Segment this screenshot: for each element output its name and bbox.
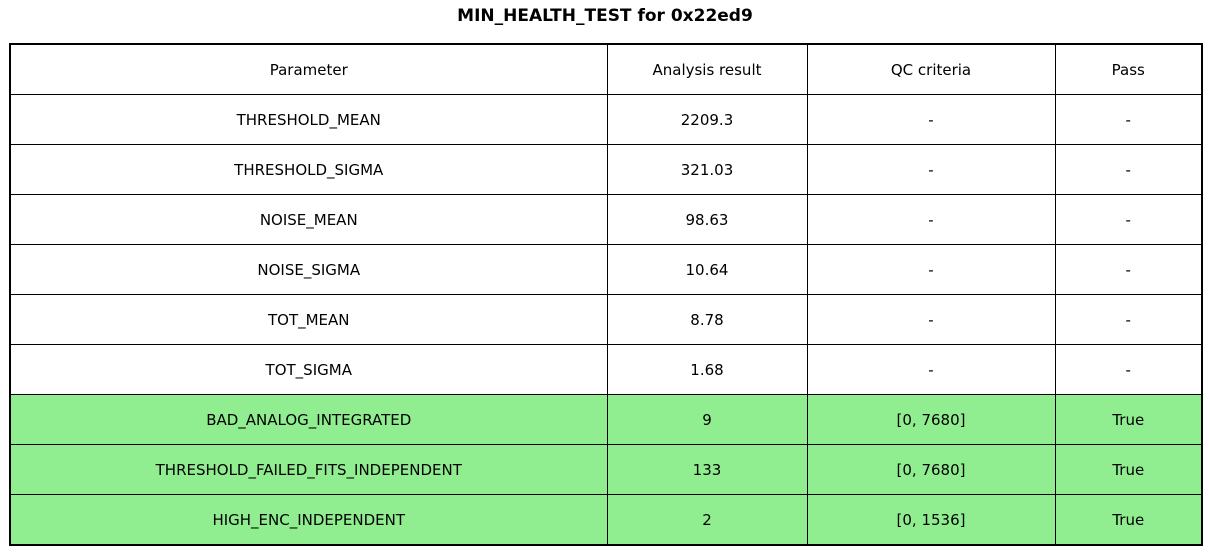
cell-pass: -	[1054, 344, 1203, 395]
cell-qc: -	[806, 94, 1056, 145]
cell-parameter: TOT_MEAN	[9, 294, 608, 345]
cell-result: 10.64	[606, 244, 808, 295]
cell-parameter: TOT_SIGMA	[9, 344, 608, 395]
cell-pass: -	[1054, 194, 1203, 245]
cell-parameter: HIGH_ENC_INDEPENDENT	[9, 494, 608, 546]
cell-qc: [0, 7680]	[806, 444, 1056, 495]
cell-pass: -	[1054, 94, 1203, 145]
cell-result: 98.63	[606, 194, 808, 245]
cell-pass: True	[1054, 494, 1203, 546]
table-row: THRESHOLD_MEAN 2209.3 - -	[9, 94, 1203, 145]
cell-qc: [0, 7680]	[806, 394, 1056, 445]
cell-parameter: THRESHOLD_FAILED_FITS_INDEPENDENT	[9, 444, 608, 495]
cell-result: 321.03	[606, 144, 808, 195]
qc-results-table: Parameter Analysis result QC criteria Pa…	[9, 43, 1203, 546]
cell-pass: True	[1054, 394, 1203, 445]
cell-pass: -	[1054, 144, 1203, 195]
cell-result: 1.68	[606, 344, 808, 395]
cell-qc: -	[806, 344, 1056, 395]
table-row: NOISE_SIGMA 10.64 - -	[9, 244, 1203, 295]
cell-parameter: BAD_ANALOG_INTEGRATED	[9, 394, 608, 445]
cell-pass: -	[1054, 244, 1203, 295]
cell-qc: -	[806, 244, 1056, 295]
table-row: THRESHOLD_SIGMA 321.03 - -	[9, 144, 1203, 195]
cell-parameter: NOISE_SIGMA	[9, 244, 608, 295]
cell-pass: True	[1054, 444, 1203, 495]
cell-parameter: NOISE_MEAN	[9, 194, 608, 245]
table-row-passed: BAD_ANALOG_INTEGRATED 9 [0, 7680] True	[9, 394, 1203, 445]
cell-result: 133	[606, 444, 808, 495]
cell-result: 2209.3	[606, 94, 808, 145]
table-row: TOT_MEAN 8.78 - -	[9, 294, 1203, 345]
header-analysis-result: Analysis result	[606, 43, 808, 95]
page-title: MIN_HEALTH_TEST for 0x22ed9	[457, 6, 753, 26]
header-parameter: Parameter	[9, 43, 608, 95]
table-row-passed: THRESHOLD_FAILED_FITS_INDEPENDENT 133 [0…	[9, 444, 1203, 495]
cell-parameter: THRESHOLD_SIGMA	[9, 144, 608, 195]
cell-parameter: THRESHOLD_MEAN	[9, 94, 608, 145]
header-pass: Pass	[1054, 43, 1203, 95]
table-row: TOT_SIGMA 1.68 - -	[9, 344, 1203, 395]
cell-qc: -	[806, 144, 1056, 195]
cell-result: 8.78	[606, 294, 808, 345]
header-qc-criteria: QC criteria	[806, 43, 1056, 95]
cell-qc: -	[806, 194, 1056, 245]
cell-result: 9	[606, 394, 808, 445]
table-row: NOISE_MEAN 98.63 - -	[9, 194, 1203, 245]
cell-qc: [0, 1536]	[806, 494, 1056, 546]
table-row-passed: HIGH_ENC_INDEPENDENT 2 [0, 1536] True	[9, 494, 1203, 546]
cell-result: 2	[606, 494, 808, 546]
cell-pass: -	[1054, 294, 1203, 345]
cell-qc: -	[806, 294, 1056, 345]
table-header-row: Parameter Analysis result QC criteria Pa…	[9, 43, 1203, 95]
